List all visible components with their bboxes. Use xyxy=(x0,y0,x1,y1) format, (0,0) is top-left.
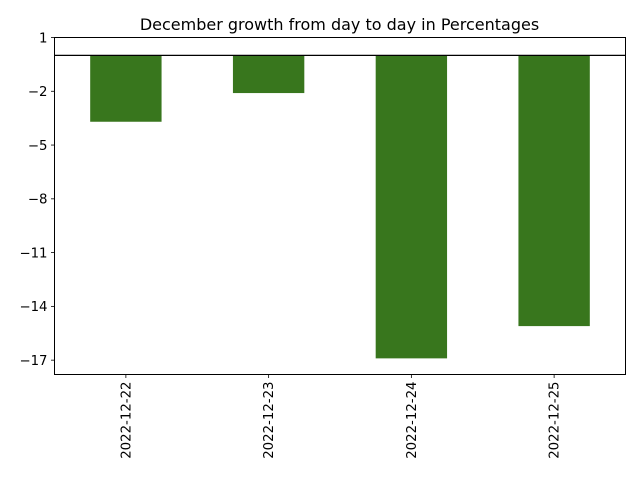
y-tick-label: −11 xyxy=(19,246,47,261)
y-axis: 1 −2 −5 −8 −11 −14 −17 xyxy=(19,31,55,369)
bar-2022-12-23 xyxy=(232,55,305,94)
bar-2022-12-25 xyxy=(518,55,590,327)
y-tick-label: −14 xyxy=(19,300,47,315)
x-tick-label: 2022-12-24 xyxy=(405,382,420,459)
bar-2022-12-24 xyxy=(375,55,448,359)
bar-2022-12-22 xyxy=(90,55,162,122)
bar-series xyxy=(90,55,590,359)
x-tick-label: 2022-12-22 xyxy=(119,382,134,459)
y-tick-label: −2 xyxy=(28,85,48,100)
y-tick-label: 1 xyxy=(39,31,47,46)
y-tick-label: −17 xyxy=(19,354,47,369)
x-axis: 2022-12-22 2022-12-23 2022-12-24 2022-12-25 xyxy=(119,374,563,459)
y-tick-label: −5 xyxy=(28,139,48,154)
chart-title: December growth from day to day in Perce… xyxy=(140,15,539,34)
x-tick-label: 2022-12-25 xyxy=(548,382,563,459)
y-tick-label: −8 xyxy=(28,193,48,208)
plot-area-frame xyxy=(54,37,626,375)
x-tick-label: 2022-12-23 xyxy=(262,382,277,459)
